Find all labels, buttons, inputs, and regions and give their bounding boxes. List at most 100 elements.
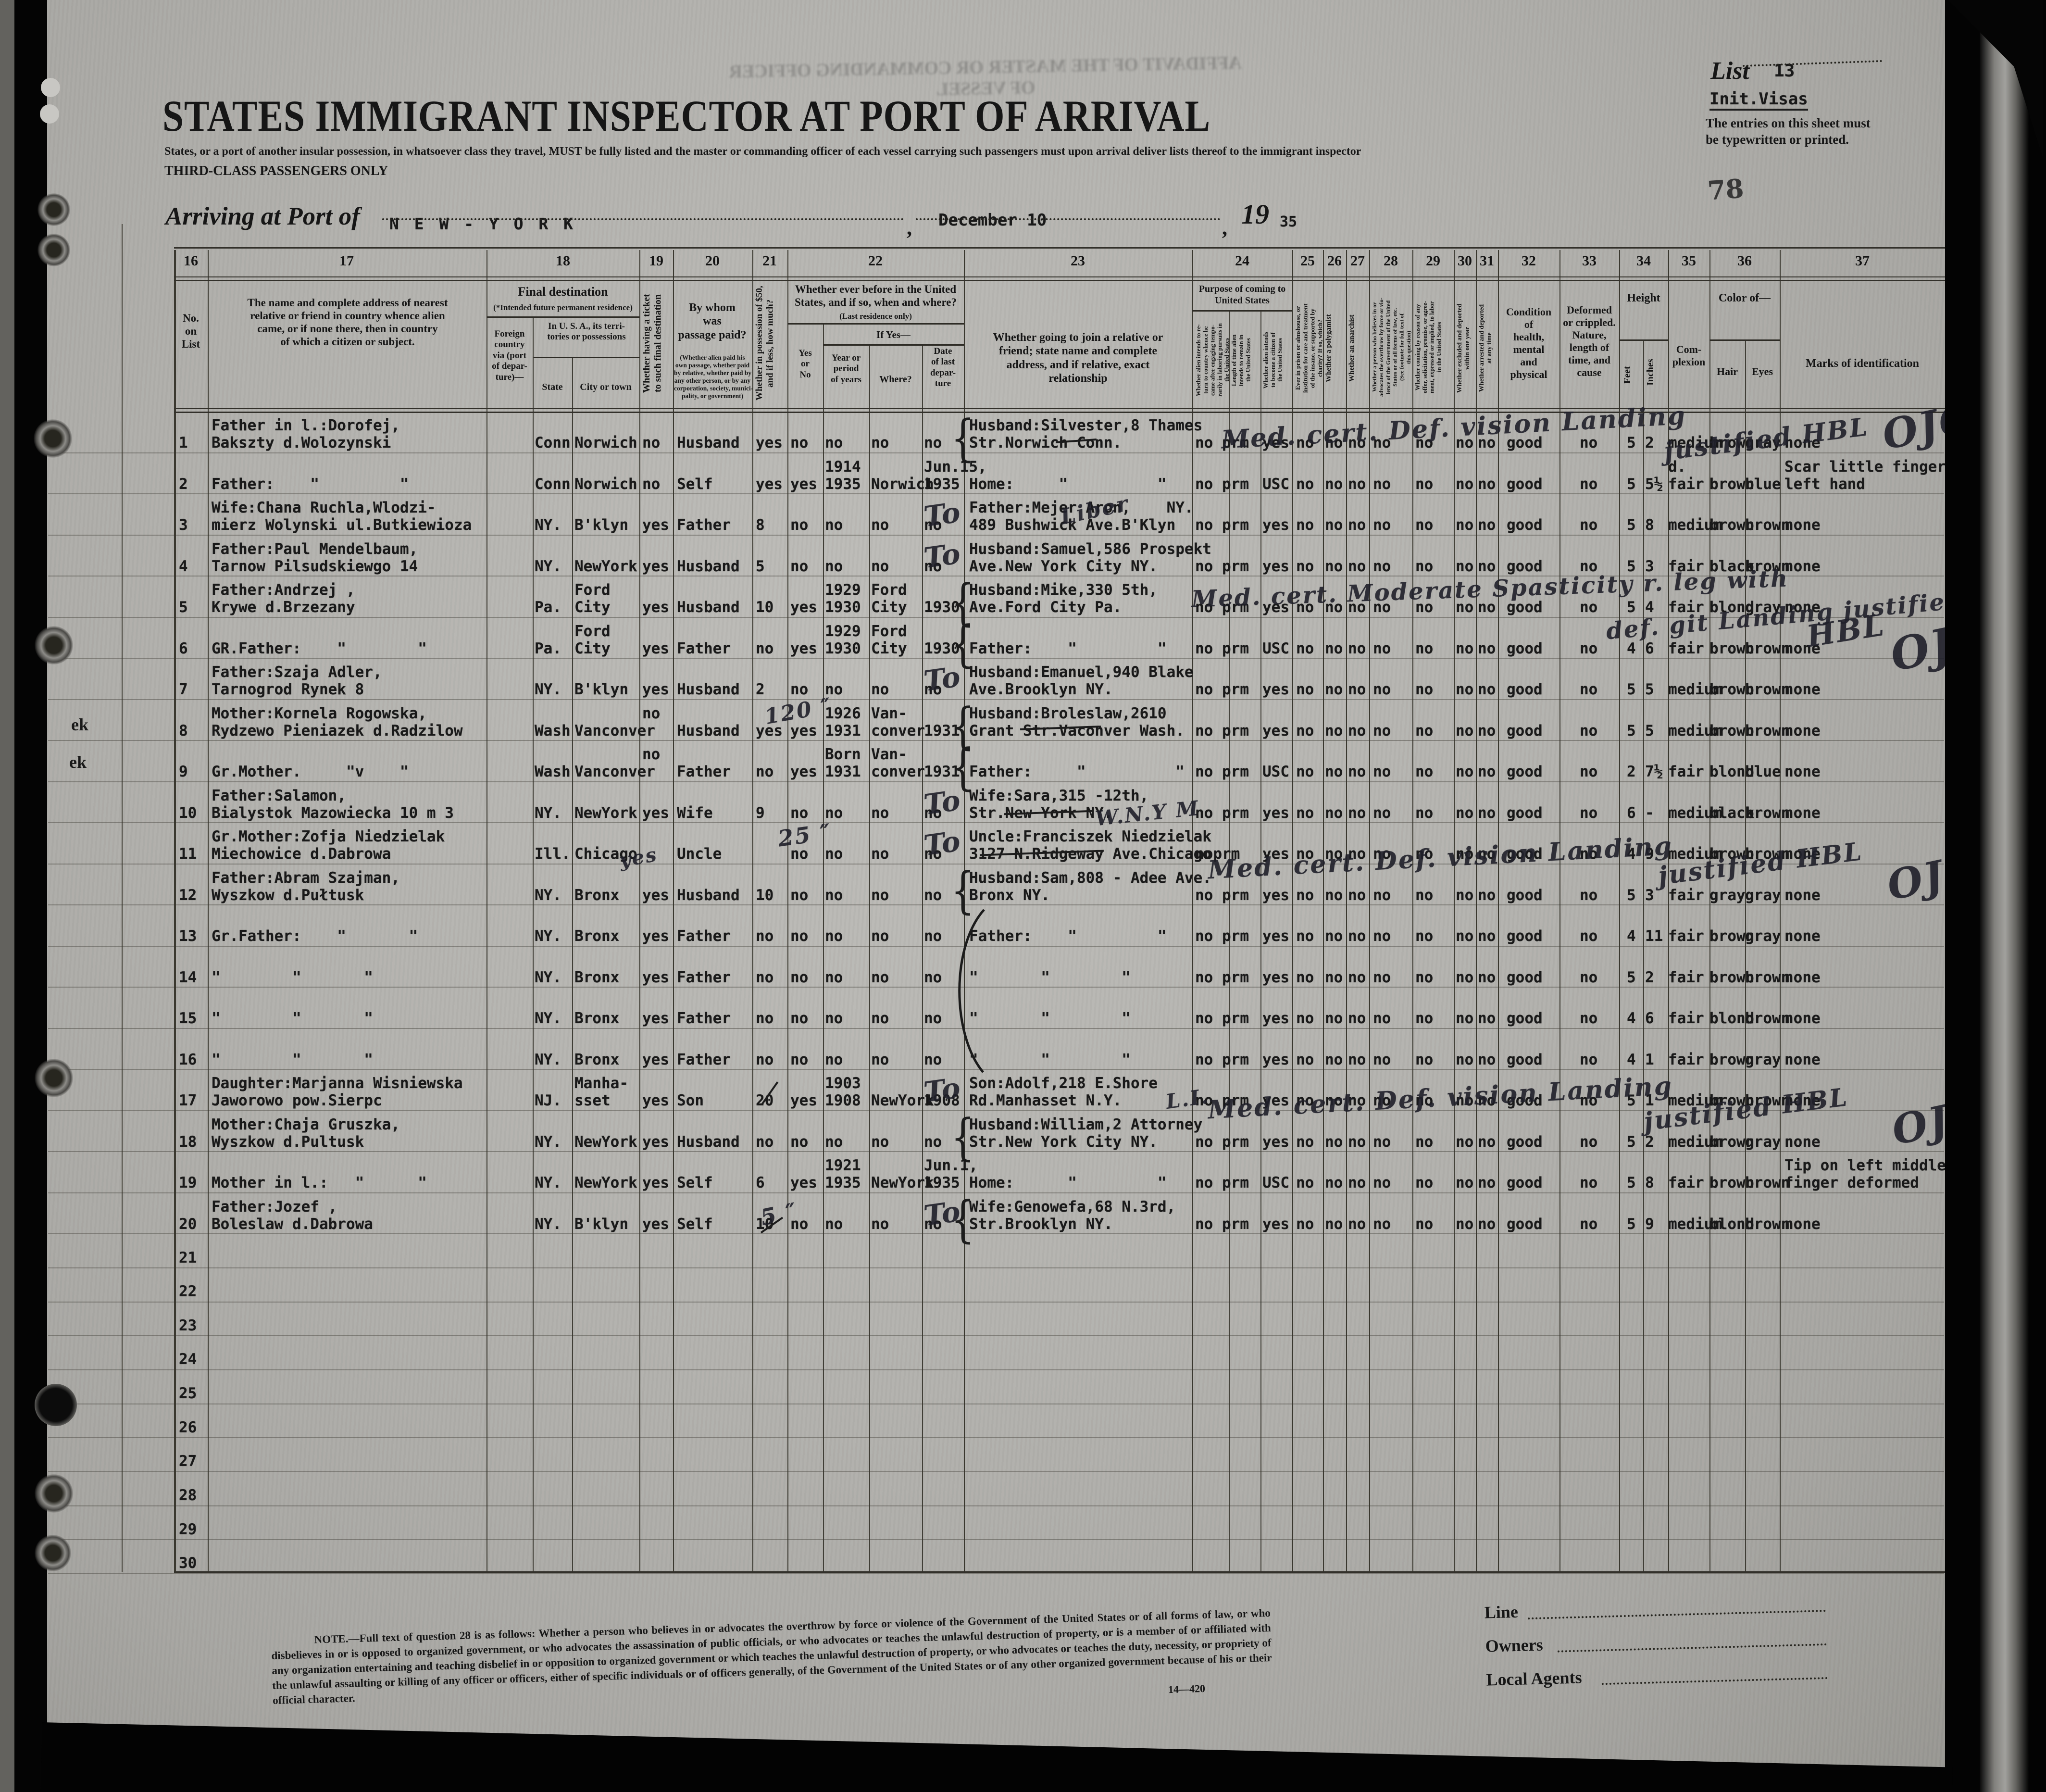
cell-r3-pab: no prm [1195,516,1249,534]
cell-r1-q0: no [1296,434,1314,451]
cell-r5-num: 5 [179,599,188,616]
cell-r7-h: good [1507,681,1543,698]
cell-r6-pc: USC [1262,639,1289,657]
cell-r1-q1: no [1325,434,1343,451]
cell-r2-city: Norwich [574,475,637,493]
long-ditto-brace [958,909,985,1073]
cell-r19-city: NewYork [574,1174,637,1191]
grid-vline [639,250,640,1572]
cell-r7-cx: medium [1668,681,1722,698]
punch-hole [34,419,72,458]
cell-r4-byn: no [790,557,809,575]
row-rule [48,493,1944,494]
col-header-h20_title: By whom was passage paid? [678,301,747,341]
cell-r6-q0: no [1296,639,1314,657]
col-header-h35: Com- plexion [1672,343,1706,368]
row-rule [48,1151,1944,1152]
cell-r16-m: no [756,1051,774,1068]
cell-r5-city: Ford City [574,581,611,616]
col-header-h26: Whether a polygamist [1325,314,1333,382]
page-stamp: 78 [1706,173,1745,206]
comma-2: , [1222,216,1227,239]
cell-r8-q6: no [1478,722,1496,739]
cell-r11-q2: no [1348,845,1366,863]
agents-label: Local Agents [1485,1667,1582,1690]
cell-r15-q6: no [1478,1010,1496,1027]
cell-r12-c17: Father:Abram Szajman, Wyszkow d.Pułtusk [212,869,400,904]
cell-r9-pab: no prm [1195,763,1249,780]
cell-r18-num: 18 [179,1133,197,1151]
cell-r8-ft: 5 [1627,722,1636,739]
cell-r16-join: " " " [969,1051,1131,1068]
cell-r13-d: no [1580,927,1598,945]
typewritten-note: The entries on this sheet must be typewr… [1706,116,1871,147]
cell-r20-hr: blond [1709,1215,1755,1233]
cell-r10-paid: Wife [677,804,713,822]
cell-r19-mk: Tip on left middle finger deformed [1784,1157,1946,1191]
cell-r6-q6: no [1478,639,1496,657]
cell-r16-q1: no [1325,1051,1343,1068]
cell-r20-ey: brown [1745,1215,1790,1233]
grid-vline [1476,250,1477,1572]
cell-r9-m: no [756,763,774,780]
cell-r13-bwh: no [871,927,889,945]
header-rule [1619,339,1668,341]
cell-r8-st: Wash [535,722,571,739]
col-header-h16: No. on List [181,312,200,351]
cell-r3-q0: no [1296,516,1314,534]
cell-r18-q6: no [1478,1133,1496,1151]
cell-r8-join: Husband:Broleslaw,2610 Grant Str.Vaconve… [969,704,1185,739]
cell-r12-q1: no [1325,886,1343,904]
cell-r14-tk: yes [642,968,669,986]
cell-r8-pab: no prm [1195,722,1249,739]
cell-r4-q1: no [1325,557,1343,575]
col-number-30: 30 [1458,253,1472,269]
col-number-35: 35 [1682,253,1696,269]
cell-r14-d: no [1580,968,1598,986]
cell-r10-st: NY. [535,804,561,822]
cell-r11-q0: no [1296,845,1314,863]
cell-r7-ft: 5 [1627,681,1636,698]
grid-vline [787,250,788,1572]
flourish-r10: To [922,783,962,821]
cell-r5-q6: no [1478,599,1496,616]
cell-r11-ft: 4 [1627,845,1636,863]
col-header-h23: Whether going to join a relative or frie… [993,331,1163,385]
grid-subvline [1260,310,1261,1572]
row-rule [48,904,1944,905]
cell-r7-bwh: no [871,681,889,698]
col-header-h18_foreign: Foreign country via (port of depar- ture… [492,329,527,382]
cell-r3-q4: no [1415,516,1434,534]
cell-r20-h: good [1507,1215,1543,1233]
cell-r14-ft: 5 [1627,968,1636,986]
cell-r9-q5: no [1456,763,1474,780]
cell-r14-byn: no [790,968,809,986]
cell-r16-bwh: no [871,1051,889,1068]
cell-r1-num: 1 [179,434,188,451]
cell-r20-mk: none [1784,1215,1821,1233]
cell-r7-q0: no [1296,681,1314,698]
cell-r1-hr: brown [1709,434,1755,451]
cell-r4-paid: Husband [677,557,740,575]
cell-r5-q4: no [1415,599,1434,616]
col-header-h29: Whether coming by reason of any offer, s… [1414,301,1443,394]
cell-r2-bwh: Norwich [871,475,934,493]
cell-r6-q1: no [1325,639,1343,657]
cell-r10-byn: no [790,804,809,822]
punch-hole [35,1474,73,1513]
arriving-label: Arriving at Port of [165,202,360,230]
col-number-22: 22 [868,253,883,269]
cell-r20-q5: no [1456,1215,1474,1233]
cell-r2-q5: no [1456,475,1474,493]
cell-r13-c17: Gr.Father: " " [212,927,418,945]
cell-r5-q1: no [1325,599,1343,616]
cell-r6-q3: no [1373,639,1391,657]
cell-r16-tk: yes [642,1051,669,1068]
cell-r13-ey: gray [1745,927,1781,945]
cell-r19-pab: no prm [1195,1174,1249,1191]
cell-r3-q5: no [1456,516,1474,534]
cell-r13-byn: no [790,927,809,945]
cell-r19-ey: brown [1745,1174,1790,1191]
cell-r16-num: 16 [179,1051,197,1068]
cell-r13-h: good [1507,927,1543,945]
